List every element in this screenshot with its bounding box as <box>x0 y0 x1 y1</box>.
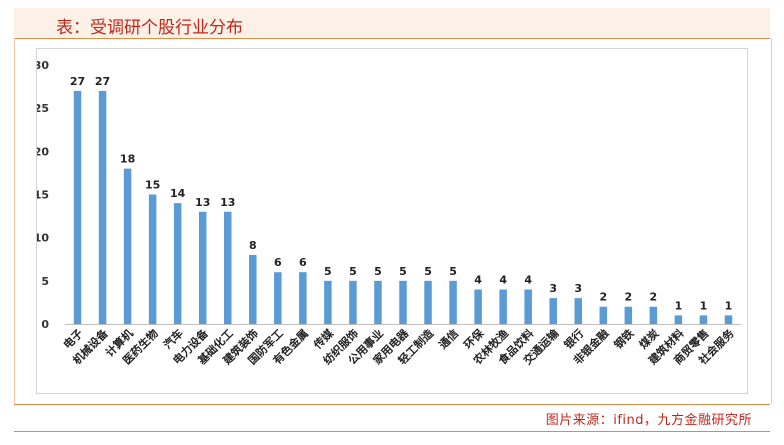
data-label: 4 <box>524 273 532 286</box>
bar <box>424 280 432 324</box>
data-label: 5 <box>424 265 432 278</box>
data-label: 27 <box>95 75 110 88</box>
bar <box>324 280 332 324</box>
source-note: 图片来源：ifind，九方金融研究所 <box>545 413 752 428</box>
title-bar: 表：受调研个股行业分布 <box>14 8 770 39</box>
bar <box>724 315 733 324</box>
bar <box>148 194 157 324</box>
data-label: 3 <box>549 282 557 295</box>
data-label: 5 <box>349 265 357 278</box>
footer-bar: 图片来源：ifind，九方金融研究所 <box>14 404 770 432</box>
bar <box>374 280 382 324</box>
x-tick-label: 通信 <box>436 326 461 351</box>
content-frame <box>14 38 772 404</box>
x-tick-label: 钢铁 <box>611 326 636 351</box>
data-label: 8 <box>249 239 257 252</box>
data-label: 6 <box>299 256 307 269</box>
bar <box>699 315 708 324</box>
bar <box>299 272 307 324</box>
data-label: 13 <box>195 196 210 209</box>
data-label: 4 <box>499 273 507 286</box>
bar <box>274 272 282 324</box>
data-label: 15 <box>145 179 160 192</box>
bar <box>524 289 532 324</box>
bar <box>649 306 658 324</box>
y-tick-label: 0 <box>41 318 49 331</box>
y-tick-label: 25 <box>37 102 49 115</box>
bar <box>474 289 482 324</box>
data-label: 5 <box>324 265 332 278</box>
bar <box>549 298 557 324</box>
data-label: 2 <box>599 291 607 304</box>
data-label: 3 <box>574 282 582 295</box>
data-label: 13 <box>220 196 235 209</box>
bar <box>173 203 182 324</box>
bar <box>674 315 683 324</box>
bar <box>599 306 608 324</box>
data-label: 5 <box>374 265 382 278</box>
bar <box>73 90 82 325</box>
page-title: 表：受调研个股行业分布 <box>56 18 243 38</box>
bar <box>249 254 257 324</box>
bar <box>349 280 357 324</box>
bar <box>98 90 107 325</box>
bar <box>198 211 207 324</box>
y-tick-label: 5 <box>41 275 49 288</box>
bar <box>574 298 583 324</box>
data-label: 1 <box>700 299 708 312</box>
data-label: 1 <box>725 299 733 312</box>
data-label: 2 <box>625 291 633 304</box>
y-tick-label: 15 <box>37 189 49 202</box>
bar <box>399 280 407 324</box>
y-tick-label: 30 <box>37 59 49 72</box>
data-label: 18 <box>120 153 135 166</box>
bar <box>449 280 457 324</box>
bar <box>624 306 633 324</box>
y-tick-label: 10 <box>37 232 49 245</box>
data-label: 5 <box>399 265 407 278</box>
data-label: 1 <box>675 299 683 312</box>
bar <box>223 211 232 324</box>
data-label: 4 <box>474 273 482 286</box>
data-label: 2 <box>650 291 658 304</box>
bar-chart: 05101520253027电子27机械设备18计算机15医药生物14汽车13电… <box>34 59 741 368</box>
data-label: 27 <box>70 75 85 88</box>
chart-area: 0 5 10 15 20 25 30 27 电子 27 机械设备 18 计算机 15 医药生物 14 汽车 13 电… <box>34 48 748 394</box>
y-tick-label: 20 <box>37 145 49 158</box>
bar <box>123 168 132 324</box>
data-label: 14 <box>170 187 186 200</box>
data-label: 6 <box>274 256 282 269</box>
data-label: 5 <box>449 265 457 278</box>
bar <box>499 289 507 324</box>
